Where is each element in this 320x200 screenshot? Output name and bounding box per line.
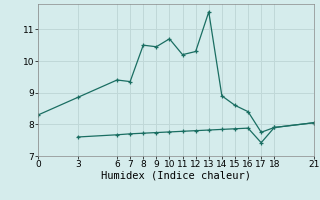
- X-axis label: Humidex (Indice chaleur): Humidex (Indice chaleur): [101, 171, 251, 181]
